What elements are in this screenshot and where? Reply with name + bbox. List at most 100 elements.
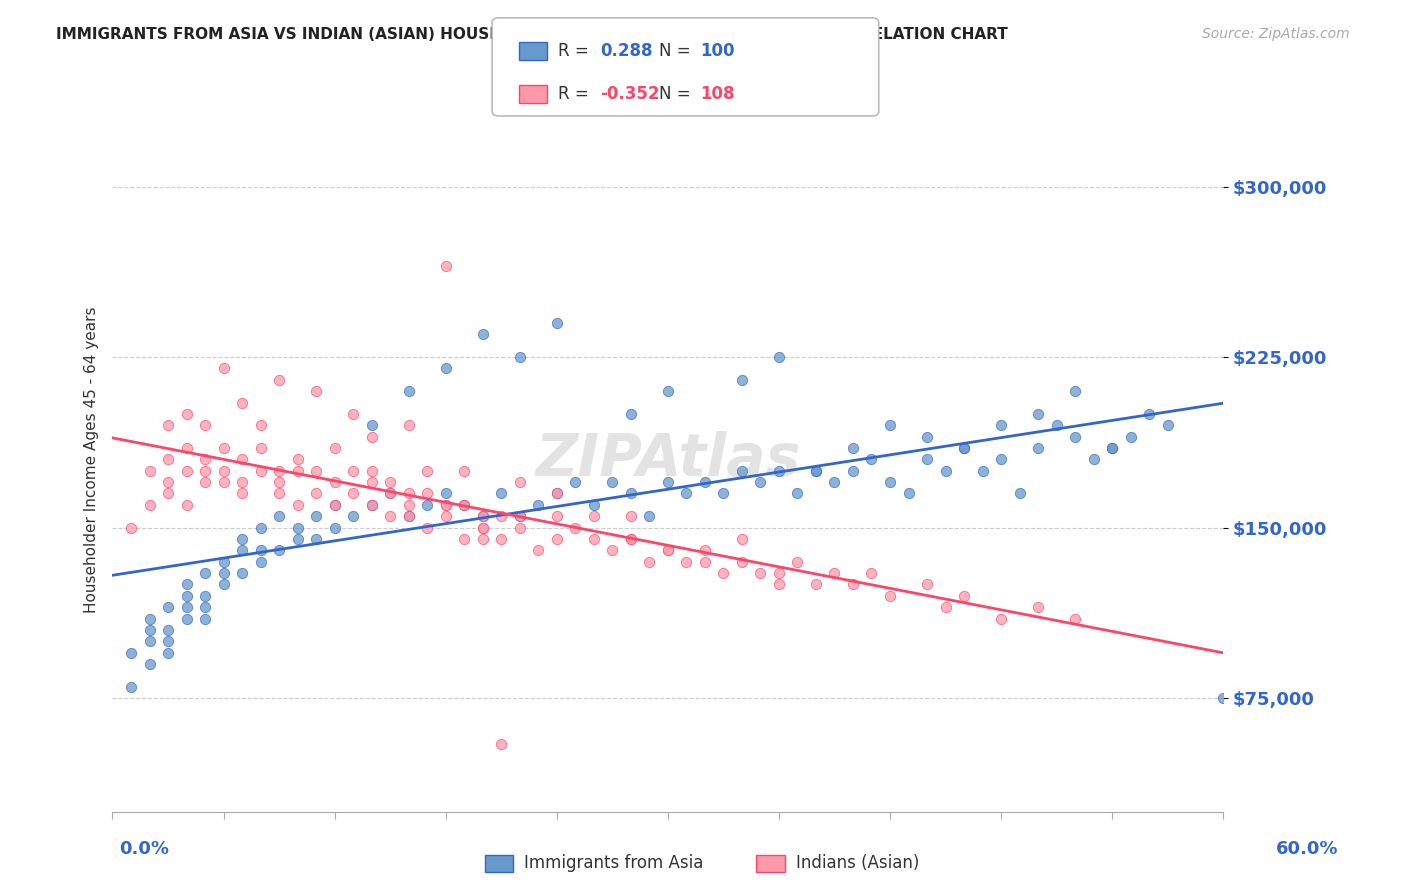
Point <box>731 464 754 478</box>
Point <box>509 350 531 364</box>
Point <box>768 566 790 580</box>
Text: 60.0%: 60.0% <box>1277 840 1339 858</box>
Point <box>416 464 439 478</box>
Point <box>360 464 382 478</box>
Point <box>157 475 180 489</box>
Point <box>231 475 253 489</box>
Point <box>693 555 716 569</box>
Point <box>157 418 180 433</box>
Point <box>491 532 513 546</box>
Point <box>509 509 531 524</box>
Point <box>620 407 643 421</box>
Point <box>1008 486 1031 500</box>
Point <box>360 475 382 489</box>
Point <box>972 464 994 478</box>
Point <box>453 464 475 478</box>
Point <box>249 520 271 534</box>
Point <box>527 543 550 558</box>
Text: 0.0%: 0.0% <box>120 840 170 858</box>
Text: Source: ZipAtlas.com: Source: ZipAtlas.com <box>1202 27 1350 41</box>
Point <box>471 520 494 534</box>
Point <box>657 384 679 399</box>
Point <box>491 737 513 751</box>
Point <box>1101 441 1123 455</box>
Point <box>267 543 291 558</box>
Point <box>342 509 364 524</box>
Text: Immigrants from Asia: Immigrants from Asia <box>524 855 704 872</box>
Point <box>990 418 1012 433</box>
Point <box>267 509 291 524</box>
Point <box>1119 430 1142 444</box>
Point <box>879 418 901 433</box>
Point <box>953 441 976 455</box>
Point <box>157 486 180 500</box>
Point <box>675 555 697 569</box>
Point <box>434 486 457 500</box>
Point <box>194 452 217 467</box>
Point <box>1026 441 1049 455</box>
Point <box>212 464 235 478</box>
Point <box>249 418 271 433</box>
Text: N =: N = <box>659 42 696 60</box>
Point <box>471 509 494 524</box>
Point <box>731 555 754 569</box>
Point <box>194 611 217 625</box>
Point <box>471 520 494 534</box>
Point <box>897 486 920 500</box>
Point <box>842 577 865 591</box>
Point <box>915 430 938 444</box>
Point <box>879 475 901 489</box>
Point <box>398 498 420 512</box>
Point <box>398 418 420 433</box>
Point <box>231 395 253 409</box>
Point <box>138 611 160 625</box>
Point <box>731 373 754 387</box>
Point <box>860 566 883 580</box>
Point <box>416 486 439 500</box>
Point <box>157 634 180 648</box>
Point <box>915 577 938 591</box>
Point <box>323 498 346 512</box>
Point <box>342 486 364 500</box>
Text: R =: R = <box>558 85 595 103</box>
Point <box>157 646 180 660</box>
Text: 100: 100 <box>700 42 735 60</box>
Point <box>509 475 531 489</box>
Point <box>323 441 346 455</box>
Point <box>638 509 661 524</box>
Text: 108: 108 <box>700 85 735 103</box>
Point <box>194 464 217 478</box>
Point <box>212 577 235 591</box>
Point <box>638 555 661 569</box>
Point <box>749 566 772 580</box>
Point <box>693 475 716 489</box>
Point <box>249 441 271 455</box>
Text: N =: N = <box>659 85 696 103</box>
Point <box>509 520 531 534</box>
Point <box>360 498 382 512</box>
Point <box>620 532 643 546</box>
Point <box>305 509 328 524</box>
Point <box>1026 600 1049 615</box>
Point <box>157 623 180 637</box>
Point <box>582 498 605 512</box>
Point <box>491 486 513 500</box>
Point <box>1045 418 1069 433</box>
Text: ZIPAtlas: ZIPAtlas <box>536 431 800 488</box>
Point <box>1083 452 1105 467</box>
Point <box>1101 441 1123 455</box>
Point <box>267 464 291 478</box>
Point <box>194 418 217 433</box>
Point <box>546 486 568 500</box>
Point <box>360 498 382 512</box>
Point <box>768 464 790 478</box>
Point <box>398 509 420 524</box>
Point <box>305 384 328 399</box>
Point <box>194 566 217 580</box>
Point <box>138 623 160 637</box>
Point <box>1137 407 1160 421</box>
Point <box>582 509 605 524</box>
Point <box>749 475 772 489</box>
Point <box>138 464 160 478</box>
Point <box>546 509 568 524</box>
